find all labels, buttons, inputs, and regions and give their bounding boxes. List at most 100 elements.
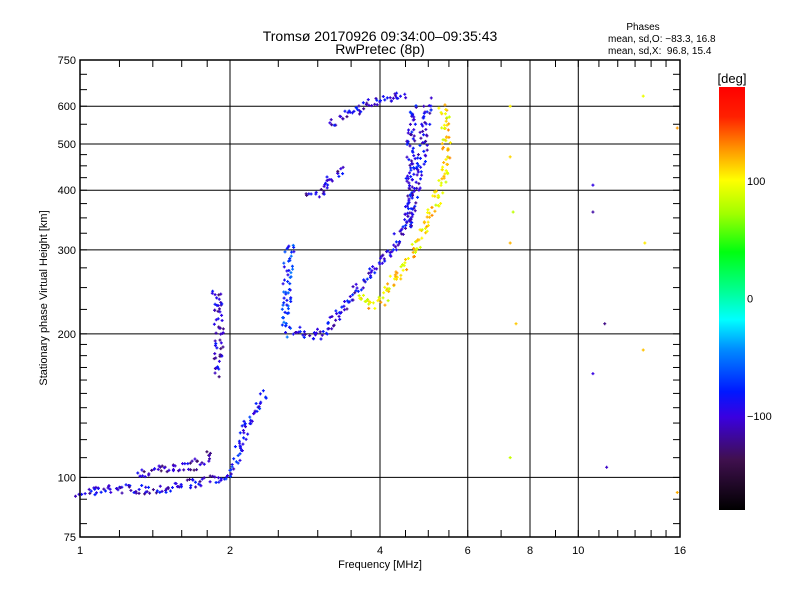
data-point <box>215 346 219 350</box>
data-point <box>342 304 346 308</box>
data-point <box>283 278 287 282</box>
data-point <box>399 277 403 281</box>
data-point <box>290 264 294 268</box>
x-tick-label: 6 <box>465 545 471 557</box>
data-point <box>423 226 427 230</box>
data-point <box>337 314 341 318</box>
data-point <box>286 307 290 311</box>
data-point <box>129 488 133 492</box>
y-tick-label: 75 <box>64 532 76 544</box>
data-point <box>444 169 448 173</box>
data-point <box>302 335 306 339</box>
data-point <box>404 226 408 230</box>
data-point <box>381 94 385 98</box>
data-point <box>445 116 449 120</box>
data-point <box>429 108 433 112</box>
data-point <box>221 327 225 331</box>
data-point <box>315 327 319 331</box>
data-point <box>442 176 446 180</box>
data-point <box>422 149 426 153</box>
data-point <box>280 307 284 311</box>
colorbar-tick-label: 0 <box>747 294 753 306</box>
data-point <box>226 474 230 478</box>
data-point <box>351 298 355 302</box>
data-point <box>166 487 170 491</box>
data-point <box>447 122 451 126</box>
data-point <box>291 332 295 336</box>
data-point <box>418 156 422 160</box>
data-point <box>313 333 317 337</box>
grid-lines <box>80 60 680 537</box>
data-point <box>339 311 343 315</box>
y-tick-label: 750 <box>58 55 76 67</box>
data-point <box>368 267 372 271</box>
data-point <box>199 484 203 488</box>
data-point <box>437 106 441 110</box>
data-point <box>183 462 187 466</box>
data-point <box>388 274 392 278</box>
data-point <box>379 256 383 260</box>
data-point <box>217 326 221 330</box>
data-point <box>195 468 199 472</box>
data-point <box>420 236 424 240</box>
data-point <box>411 118 415 122</box>
data-point <box>399 265 403 269</box>
data-point <box>162 466 166 470</box>
data-point <box>286 280 290 284</box>
data-point <box>675 126 679 130</box>
data-point <box>195 459 199 463</box>
phases-heading: Phases <box>626 22 659 33</box>
data-point <box>395 271 399 275</box>
data-point <box>404 205 408 209</box>
data-point <box>264 396 268 400</box>
data-point <box>434 203 438 207</box>
data-point <box>394 245 398 249</box>
data-point <box>393 92 397 96</box>
data-point <box>404 176 408 180</box>
data-point <box>408 122 412 126</box>
data-point <box>386 299 390 303</box>
data-point <box>281 316 285 320</box>
data-point <box>420 122 424 126</box>
data-point <box>643 241 647 245</box>
data-point <box>675 490 679 494</box>
data-point <box>408 187 412 191</box>
data-point <box>329 177 333 181</box>
data-point <box>330 123 334 127</box>
data-point <box>417 164 421 168</box>
data-point <box>238 458 242 462</box>
data-point <box>224 477 228 481</box>
data-point <box>289 254 293 258</box>
data-point <box>140 483 144 487</box>
colorbar-tick-label: 100 <box>747 176 765 188</box>
data-point <box>446 147 450 151</box>
data-point <box>511 210 515 214</box>
data-point <box>412 166 416 170</box>
data-point <box>413 209 417 213</box>
data-point <box>248 415 252 419</box>
data-point <box>419 177 423 181</box>
data-point <box>345 115 349 119</box>
data-point <box>414 104 418 108</box>
data-point <box>395 96 399 100</box>
data-point <box>287 311 291 315</box>
data-point <box>102 487 106 491</box>
data-point <box>412 128 416 132</box>
data-point <box>193 480 197 484</box>
data-point <box>289 296 293 300</box>
data-point <box>118 486 122 490</box>
data-point <box>307 192 311 196</box>
data-point <box>434 189 438 193</box>
data-point <box>341 165 345 169</box>
data-point <box>426 223 430 227</box>
data-point <box>385 96 389 100</box>
data-point <box>422 220 426 224</box>
data-point <box>373 102 377 106</box>
data-point <box>442 123 446 127</box>
data-point <box>389 254 393 258</box>
data-point <box>281 282 285 286</box>
data-point <box>388 96 392 100</box>
data-point <box>142 470 146 474</box>
data-point <box>298 325 302 329</box>
